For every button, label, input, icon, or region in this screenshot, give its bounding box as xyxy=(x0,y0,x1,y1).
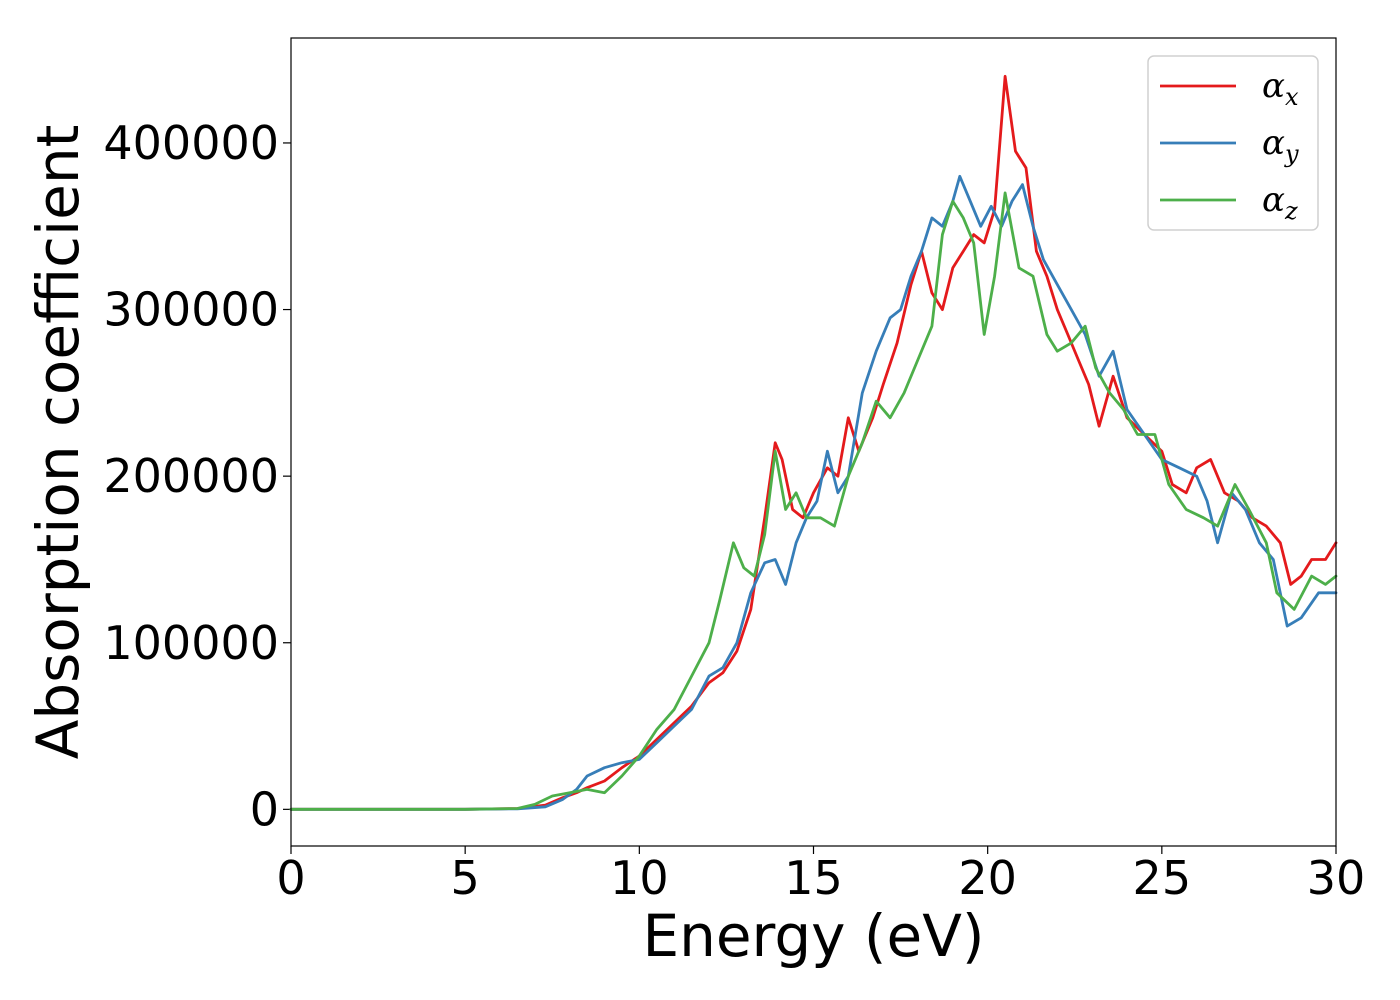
legend-subscript: z xyxy=(1284,197,1298,225)
x-tick-label: 15 xyxy=(784,851,843,905)
y-tick-label: 200000 xyxy=(103,449,279,503)
x-tick-label: 5 xyxy=(451,851,480,905)
y-tick-label: 100000 xyxy=(103,616,279,670)
legend-label: αy xyxy=(1262,123,1299,168)
legend-symbol: α xyxy=(1262,123,1285,163)
plot-frame xyxy=(290,37,1337,847)
x-tick-label: 10 xyxy=(610,851,669,905)
series-line-alpha-x xyxy=(289,74,1338,811)
x-tick-label: 25 xyxy=(1133,851,1192,905)
x-tick-label: 0 xyxy=(276,851,305,905)
y-tick-label: 300000 xyxy=(103,283,279,337)
x-axis-title: Energy (eV) xyxy=(642,902,984,970)
legend-label: αx xyxy=(1262,66,1299,111)
legend-symbol: α xyxy=(1262,66,1285,106)
legend-label: αz xyxy=(1262,180,1298,225)
x-axis-ticks: 0 5 10 15 20 25 30 xyxy=(276,846,1365,905)
y-axis-ticks: 0 100000 200000 300000 400000 xyxy=(103,116,291,836)
legend-subscript: y xyxy=(1284,140,1299,168)
y-tick-label: 0 xyxy=(250,782,279,836)
series-line-alpha-y xyxy=(289,174,1338,811)
x-tick-label: 20 xyxy=(958,851,1017,905)
legend-symbol: α xyxy=(1262,180,1285,220)
legend-subscript: x xyxy=(1285,83,1299,111)
y-axis-title: Absorption coefficient xyxy=(24,125,92,760)
y-tick-label: 400000 xyxy=(103,116,279,170)
x-tick-label: 30 xyxy=(1307,851,1366,905)
series-lines xyxy=(289,74,1338,811)
series-line-alpha-z xyxy=(289,191,1338,811)
